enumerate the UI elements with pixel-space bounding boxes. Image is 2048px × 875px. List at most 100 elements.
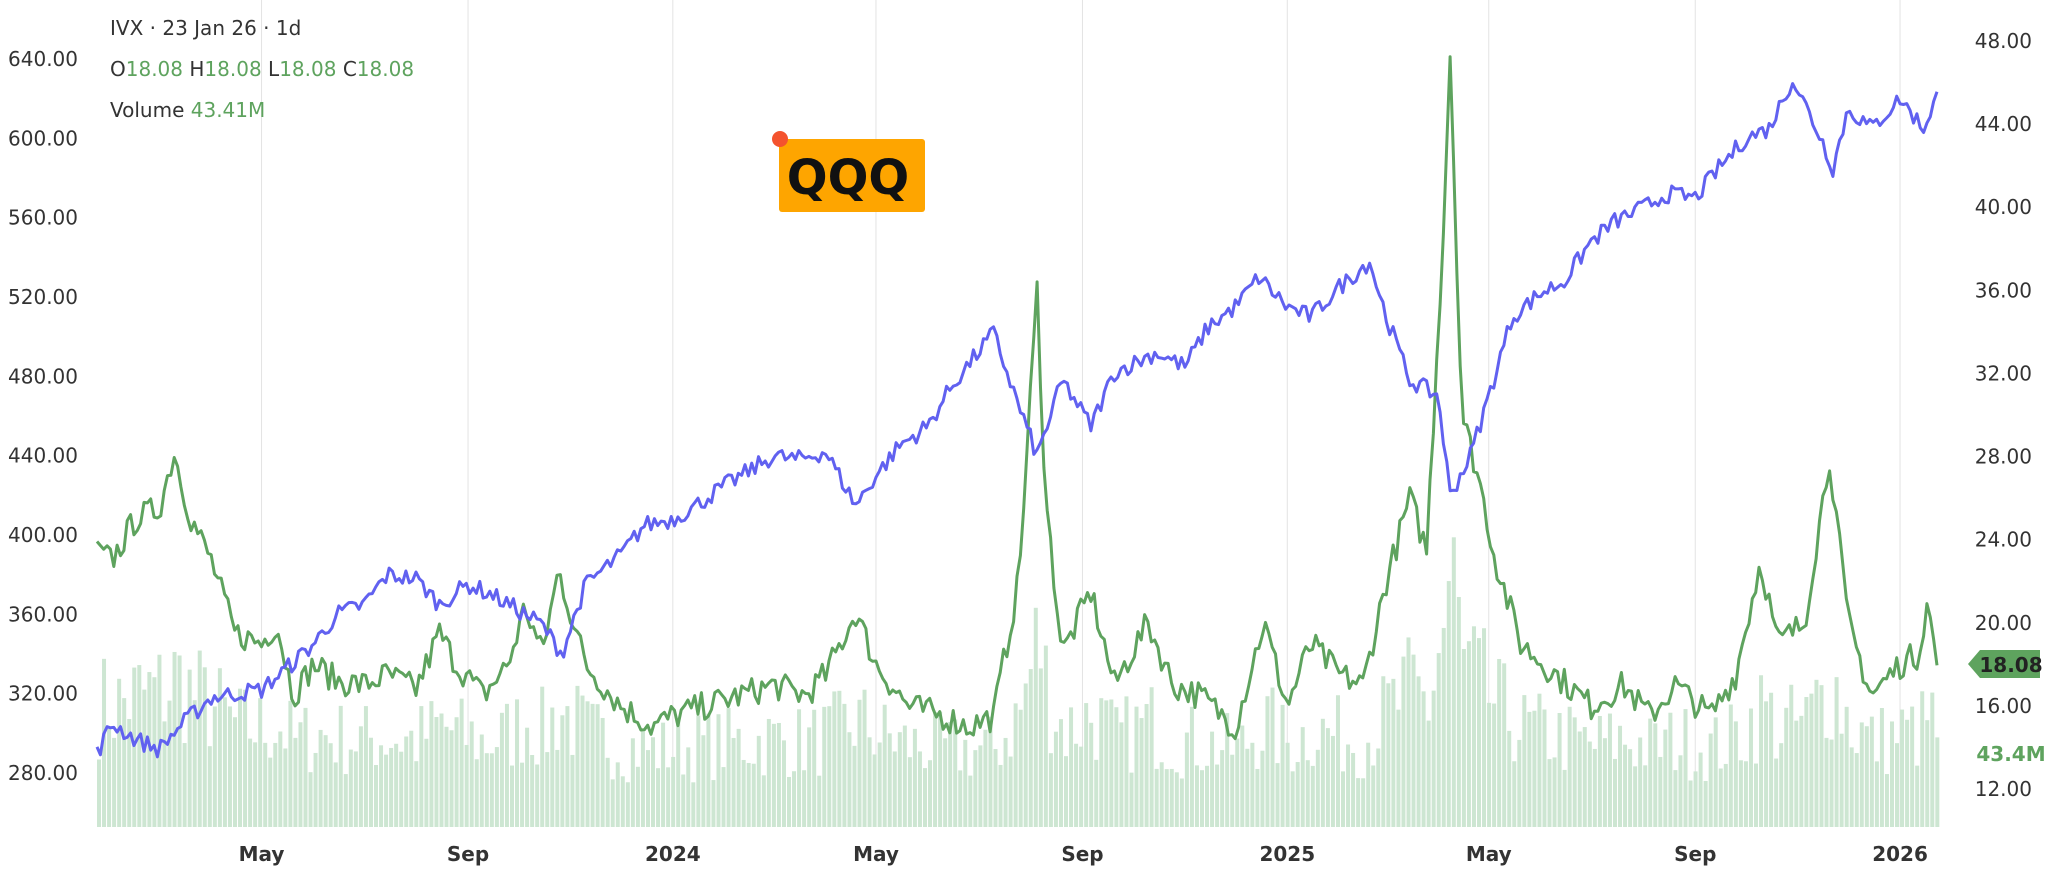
- volume-bar: [1144, 704, 1149, 827]
- volume-bar: [1325, 728, 1330, 827]
- volume-bar: [1935, 737, 1940, 827]
- volume-bar: [1361, 778, 1366, 827]
- volume-bar: [998, 764, 1003, 827]
- volume-bar: [832, 691, 837, 827]
- volume-bar: [630, 738, 635, 827]
- volume-bar: [711, 780, 716, 827]
- volume-bar: [1119, 722, 1124, 827]
- volume-bar: [1693, 771, 1698, 827]
- volume-bar: [1199, 770, 1204, 827]
- volume-bar: [434, 717, 439, 827]
- volume-bar: [736, 728, 741, 827]
- volume-bar: [298, 722, 303, 827]
- volume-bar: [1738, 760, 1743, 827]
- volume-bar: [1844, 706, 1849, 827]
- volume-bar: [1683, 709, 1688, 827]
- volume-bar: [1658, 756, 1663, 827]
- volume-bar: [379, 745, 384, 827]
- volume-bar: [1834, 677, 1839, 827]
- volume-bar: [792, 771, 797, 827]
- volume-bar: [217, 668, 222, 827]
- volume-bar: [595, 704, 600, 827]
- qqq-annotation[interactable]: QQQ: [772, 131, 925, 212]
- volume-bar: [620, 776, 625, 827]
- volume-bar: [948, 721, 953, 827]
- volume-bar: [1376, 748, 1381, 827]
- volume-bar: [479, 734, 484, 827]
- volume-bar: [1179, 778, 1184, 827]
- left-tick-label: 320.00: [8, 682, 78, 706]
- volume-bar: [1300, 727, 1305, 827]
- volume-bar: [575, 685, 580, 827]
- volume-bar: [706, 713, 711, 827]
- last-value-badge-text: 18.08: [1979, 653, 2042, 677]
- left-tick-label: 600.00: [8, 126, 78, 150]
- volume-bar: [1003, 737, 1008, 827]
- volume-bar: [1713, 717, 1718, 827]
- last-value-badge: 18.08: [1968, 650, 2043, 678]
- volume-bar: [484, 753, 489, 827]
- volume-bar: [1492, 703, 1497, 827]
- volume-bar: [776, 722, 781, 827]
- volume-bar: [227, 706, 232, 827]
- volume-bar: [1184, 732, 1189, 827]
- volume-bar: [1351, 752, 1356, 827]
- volume-bar: [1159, 762, 1164, 827]
- volume-bar: [1587, 741, 1592, 827]
- volume-bar: [1245, 748, 1250, 827]
- volume-bar: [182, 743, 187, 827]
- volume-bar: [691, 782, 696, 827]
- volume-bar: [273, 742, 278, 827]
- volume-bar: [1089, 722, 1094, 827]
- volume-bar: [1169, 768, 1174, 827]
- volume-bar: [1517, 739, 1522, 827]
- volume-bar: [1668, 712, 1673, 827]
- volume-bar: [1618, 725, 1623, 827]
- volume-bar: [1431, 690, 1436, 827]
- volume-bar: [877, 742, 882, 827]
- ivx-series: [95, 55, 1939, 741]
- volume-bar: [570, 754, 575, 827]
- volume-bar: [172, 651, 177, 827]
- left-tick-label: 400.00: [8, 523, 78, 547]
- volume-bar: [761, 775, 766, 827]
- legend-high-label: H: [189, 57, 205, 81]
- right-tick-label: 28.00: [1975, 445, 2032, 469]
- right-tick-label: 32.00: [1975, 361, 2032, 385]
- volume-bar: [1754, 763, 1759, 827]
- volume-bar: [1562, 769, 1567, 827]
- volume-bar: [656, 768, 661, 827]
- volume-bar: [449, 730, 454, 827]
- volume-bar: [797, 709, 802, 827]
- volume-bar: [1114, 707, 1119, 827]
- volume-bar: [1602, 738, 1607, 827]
- volume-bar: [117, 678, 122, 827]
- x-tick-label: Sep: [1674, 842, 1716, 866]
- volume-bar: [1189, 706, 1194, 827]
- volume-bar: [912, 728, 917, 827]
- volume-bar: [187, 669, 192, 827]
- volume-bar: [1265, 696, 1270, 827]
- volume-bar: [318, 729, 323, 827]
- volume-bar: [837, 690, 842, 827]
- volume-bar: [454, 717, 459, 827]
- qqq-annotation-handle[interactable]: [772, 131, 788, 147]
- volume-bar: [1230, 754, 1235, 827]
- volume-bar: [696, 715, 701, 827]
- volume-bar: [1099, 698, 1104, 827]
- volume-bar: [1371, 765, 1376, 827]
- volume-bar: [1819, 685, 1824, 827]
- volume-bar: [862, 689, 867, 827]
- volume-bar: [585, 701, 590, 827]
- volume-bar: [1426, 720, 1431, 827]
- volume-bar: [1728, 704, 1733, 827]
- volume-bar: [122, 698, 127, 827]
- volume-bar: [1743, 761, 1748, 827]
- left-tick-label: 360.00: [8, 602, 78, 626]
- volume-bar: [565, 706, 570, 827]
- volume-bar: [1854, 753, 1859, 827]
- volume-bar: [1688, 780, 1693, 827]
- left-tick-label: 440.00: [8, 444, 78, 468]
- volume-bar: [590, 703, 595, 827]
